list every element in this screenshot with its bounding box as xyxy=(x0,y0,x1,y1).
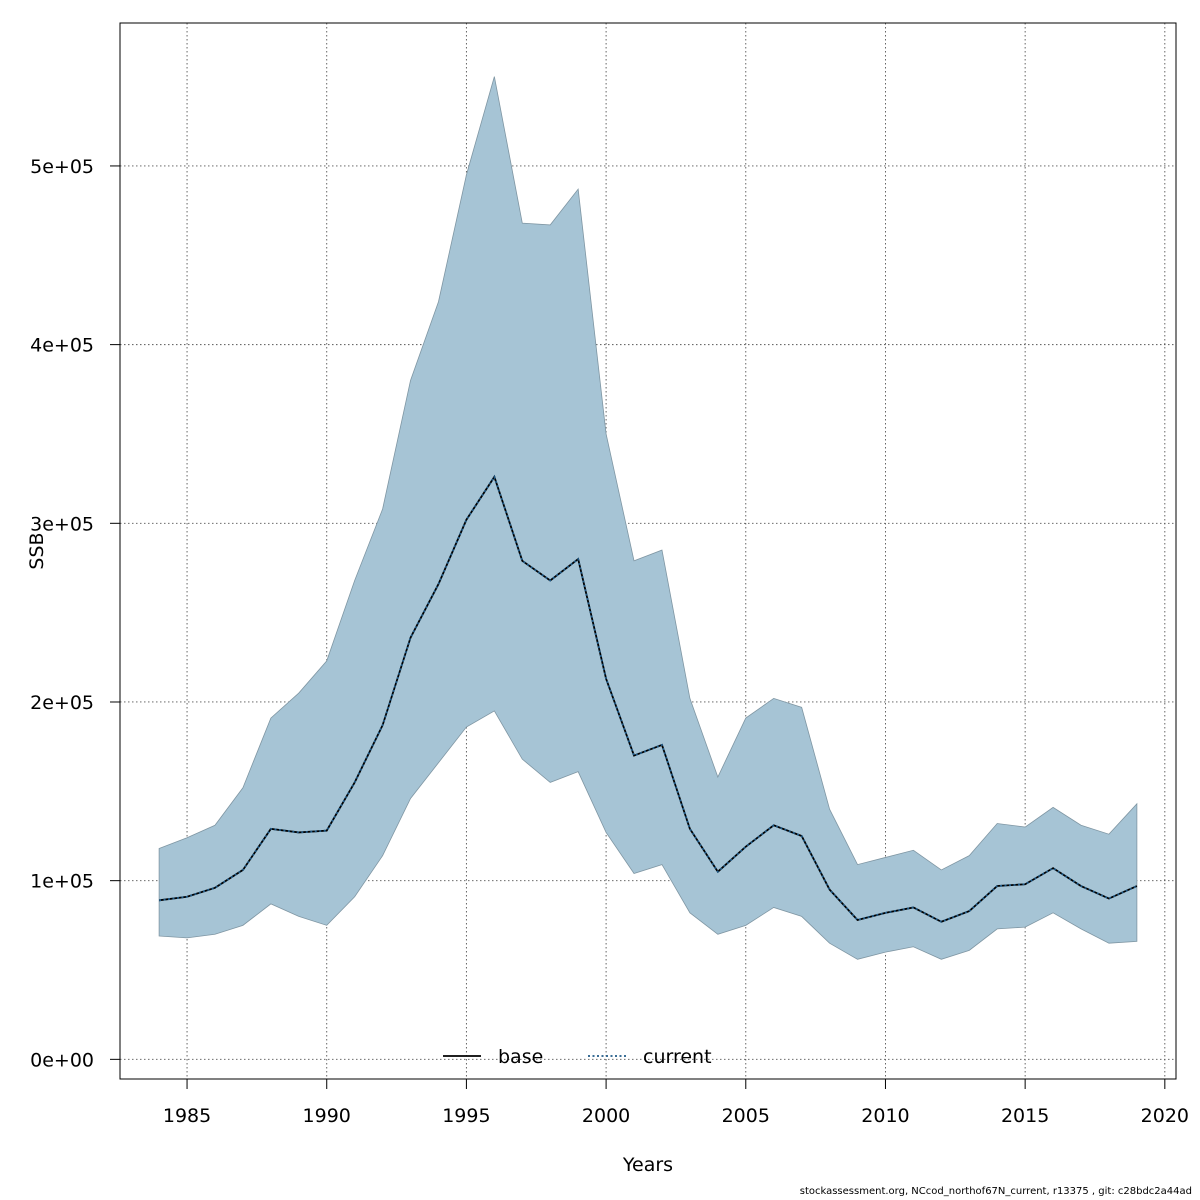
series-line-current xyxy=(158,474,1138,923)
footer-credit: stockassessment.org, NCcod_northof67N_cu… xyxy=(799,1186,1192,1197)
x-tick-label: 1995 xyxy=(442,1105,490,1127)
x-tick-label: 1990 xyxy=(303,1105,351,1127)
y-tick-label: 4e+05 xyxy=(30,335,94,357)
legend: base current xyxy=(443,1046,712,1068)
y-tick-label: 0e+00 xyxy=(30,1049,94,1071)
y-tick-label: 2e+05 xyxy=(30,692,94,714)
confidence-band xyxy=(158,76,1138,960)
x-tick-label: 2010 xyxy=(861,1105,909,1127)
y-axis-title: SSB xyxy=(26,532,48,569)
x-tick-label: 2000 xyxy=(582,1105,630,1127)
x-tick-label: 2020 xyxy=(1141,1105,1189,1127)
y-axis: 0e+00 1e+05 2e+05 3e+05 4e+05 5e+05 xyxy=(30,156,121,1071)
y-tick-label: 5e+05 xyxy=(30,156,94,178)
y-tick-label: 1e+05 xyxy=(30,871,94,893)
x-axis-title: Years xyxy=(622,1154,673,1176)
x-tick-label: 1985 xyxy=(163,1105,211,1127)
legend-label-current: current xyxy=(643,1046,712,1068)
legend-label-base: base xyxy=(498,1046,543,1068)
x-tick-label: 2015 xyxy=(1001,1105,1049,1127)
series-lines xyxy=(158,474,1138,923)
y-tick-label: 3e+05 xyxy=(30,513,94,535)
x-axis: 1985 1990 1995 2000 2005 2010 2015 2020 xyxy=(163,1078,1189,1127)
x-tick-label: 2005 xyxy=(722,1105,770,1127)
